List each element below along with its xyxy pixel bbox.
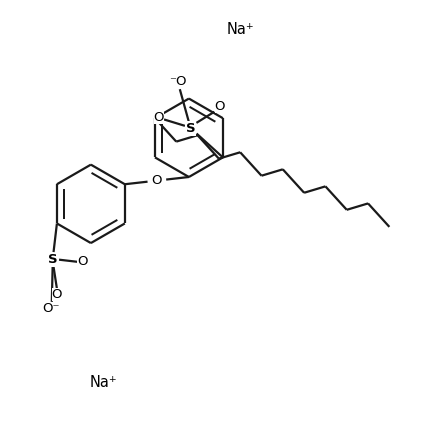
Text: S: S (48, 253, 58, 266)
Text: O: O (154, 111, 164, 124)
Text: O: O (52, 288, 62, 301)
Text: S: S (186, 122, 196, 135)
Text: Na⁺: Na⁺ (90, 375, 117, 390)
Text: O: O (77, 255, 88, 268)
Text: ⁻O: ⁻O (169, 75, 187, 88)
Text: O⁻: O⁻ (43, 302, 60, 315)
Text: O: O (215, 100, 225, 113)
Text: O: O (152, 174, 162, 187)
Text: Na⁺: Na⁺ (226, 21, 254, 36)
